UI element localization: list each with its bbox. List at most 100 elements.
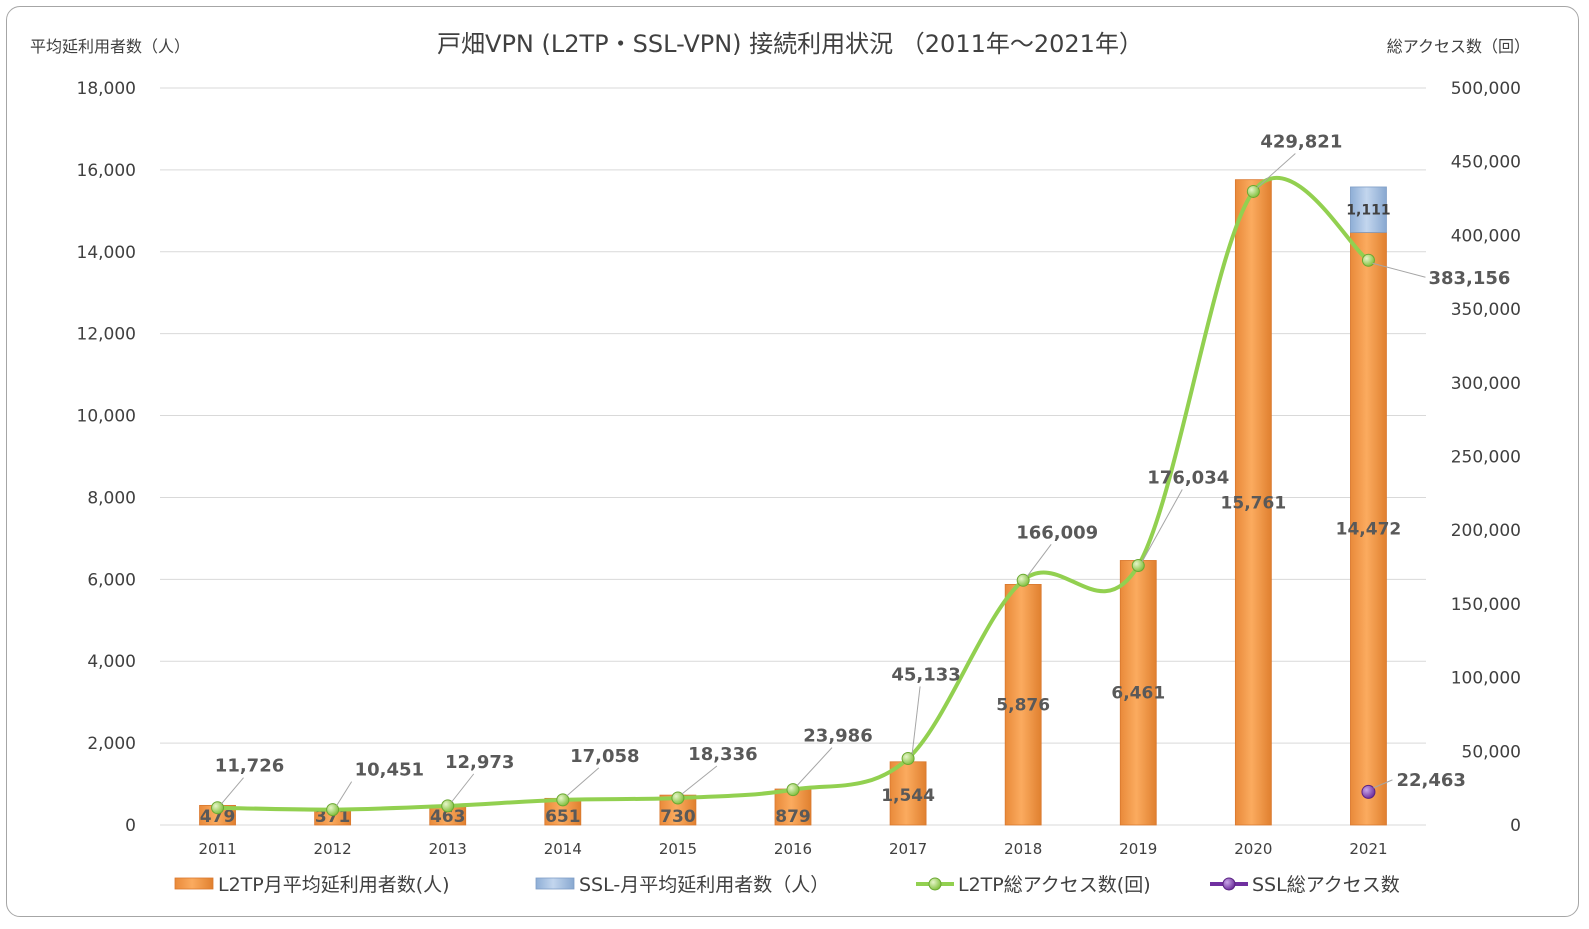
line-value-label: 45,133 [891, 664, 960, 685]
label-leader-line [1372, 262, 1426, 278]
legend-label-l2tp-users: L2TP月平均延利用者数(人) [218, 874, 450, 896]
label-leader-line [911, 686, 921, 755]
bar-value-label: 479 [200, 807, 236, 827]
x-tick-label: 2011 [198, 840, 236, 858]
bar-value-label: 879 [775, 807, 811, 827]
line-value-label: 11,726 [215, 756, 284, 777]
y-right-tick-label: 200,000 [1451, 521, 1521, 541]
bar-ssl-users [1350, 186, 1387, 233]
legend-swatch-purple-marker [1222, 877, 1236, 891]
y-left-tick-label: 12,000 [77, 325, 136, 345]
bar-value-label: 1,111 [1346, 203, 1390, 219]
bar-value-label: 730 [660, 807, 696, 827]
label-leader-line [1026, 544, 1052, 577]
gridlines [160, 87, 1426, 826]
y-right-tick-label: 300,000 [1451, 374, 1521, 394]
y-right-tick-label: 250,000 [1451, 448, 1521, 468]
y-right-tick-label: 50,000 [1462, 742, 1521, 762]
chart-title: 戸畑VPN (L2TP・SSL-VPN) 接続利用状況 （2011年～2021年… [437, 30, 1143, 58]
line-value-label: 22,463 [1396, 770, 1465, 791]
legend-label-l2tp-access: L2TP総アクセス数(回) [958, 874, 1151, 896]
y-right-axis: 0 50,000 100,000 150,000 200,000 250,000 300,0… [1451, 79, 1521, 836]
y-right-tick-label: 0 [1510, 816, 1521, 836]
marker-l2tp-access [1246, 184, 1260, 198]
label-leader-line [796, 747, 833, 786]
marker-l2tp-access [1131, 559, 1145, 573]
y-left-axis: 0 2,000 4,000 6,000 8,000 10,000 12,000 14,000 1… [77, 79, 136, 836]
legend-swatch-blue-bar [535, 877, 575, 890]
y-right-tick-label: 100,000 [1451, 669, 1521, 689]
marker-l2tp-access [326, 803, 340, 817]
lines [211, 175, 1376, 817]
y-left-tick-label: 8,000 [87, 488, 136, 508]
y-left-tick-label: 14,000 [77, 243, 136, 263]
bar-l2tp-users [1119, 560, 1157, 826]
marker-l2tp-access [1361, 253, 1375, 267]
bar-l2tp-users [1350, 232, 1387, 826]
legend-item-l2tp-access: L2TP総アクセス数(回) [916, 874, 1151, 896]
line-l2tp-access [217, 175, 1370, 812]
label-leader-line [681, 765, 718, 795]
x-tick-label: 2018 [1004, 840, 1042, 858]
x-tick-label: 2016 [774, 840, 812, 858]
y-right-tick-label: 350,000 [1451, 300, 1521, 320]
line-value-label: 23,986 [803, 726, 872, 747]
bar-value-label: 6,461 [1111, 684, 1165, 704]
line-value-label: 429,821 [1260, 131, 1342, 152]
bar-value-label: 15,761 [1221, 493, 1287, 513]
legend-item-l2tp-users: L2TP月平均延利用者数(人) [174, 874, 450, 896]
bar-value-label: 463 [430, 807, 466, 827]
marker-l2tp-access [556, 793, 570, 807]
label-leader-line [566, 767, 600, 797]
marker-l2tp-access [1016, 573, 1030, 587]
y-left-axis-title: 平均延利用者数（人） [30, 37, 190, 56]
line-value-label: 176,034 [1147, 468, 1229, 489]
line-labels: 11,726 10,451 12,973 17,058 18,336 23,986 45,1… [215, 131, 1510, 806]
legend-swatch-orange-bar [174, 877, 214, 890]
marker-ssl-access [1361, 784, 1376, 799]
line-value-label: 12,973 [445, 752, 514, 773]
label-leader-line [1373, 779, 1393, 789]
y-right-tick-label: 450,000 [1451, 153, 1521, 173]
label-leader-line [1141, 489, 1183, 562]
line-value-label: 166,009 [1016, 522, 1098, 543]
legend-item-ssl-users: SSL-月平均延利用者数（人） [535, 874, 829, 896]
bar-value-label: 651 [545, 807, 581, 827]
label-leader-line [451, 773, 475, 803]
legend-label-ssl-access: SSL総アクセス数 [1252, 874, 1400, 896]
x-axis: 2011 2012 2013 2014 2015 2016 2017 2018 2019 2020… [198, 840, 1387, 858]
x-tick-label: 2013 [429, 840, 467, 858]
marker-l2tp-access [901, 751, 915, 765]
x-tick-label: 2020 [1234, 840, 1272, 858]
line-value-label: 17,058 [570, 746, 639, 767]
x-tick-label: 2012 [314, 840, 352, 858]
bar-value-label: 1,544 [881, 786, 935, 806]
bar-value-label: 14,472 [1336, 520, 1402, 540]
y-right-tick-label: 150,000 [1451, 595, 1521, 615]
x-tick-label: 2021 [1349, 840, 1387, 858]
bars [199, 179, 1387, 826]
y-left-tick-label: 10,000 [77, 407, 136, 427]
y-left-tick-label: 16,000 [77, 161, 136, 181]
bar-l2tp-users [889, 761, 927, 826]
bar-labels: 479 371 463 651 730 879 1,544 5,876 6,461 15,761 1… [200, 203, 1401, 827]
label-leader-line [221, 777, 244, 805]
x-tick-label: 2014 [544, 840, 582, 858]
y-left-tick-label: 6,000 [87, 570, 136, 590]
bar-l2tp-users [1004, 584, 1042, 826]
marker-l2tp-access [671, 791, 685, 805]
bar-value-label: 371 [315, 807, 351, 827]
x-tick-label: 2015 [659, 840, 697, 858]
legend-item-ssl-access: SSL総アクセス数 [1210, 874, 1400, 896]
y-left-tick-label: 2,000 [87, 734, 136, 754]
legend-label-ssl-users: SSL-月平均延利用者数（人） [579, 874, 829, 896]
y-right-tick-label: 400,000 [1451, 226, 1521, 246]
x-tick-label: 2019 [1119, 840, 1157, 858]
label-leader-line [1257, 153, 1296, 188]
x-tick-label: 2017 [889, 840, 927, 858]
line-value-label: 18,336 [688, 744, 757, 765]
line-value-label: 383,156 [1428, 268, 1510, 289]
line-value-label: 10,451 [355, 760, 424, 781]
y-left-tick-label: 18,000 [77, 79, 136, 99]
